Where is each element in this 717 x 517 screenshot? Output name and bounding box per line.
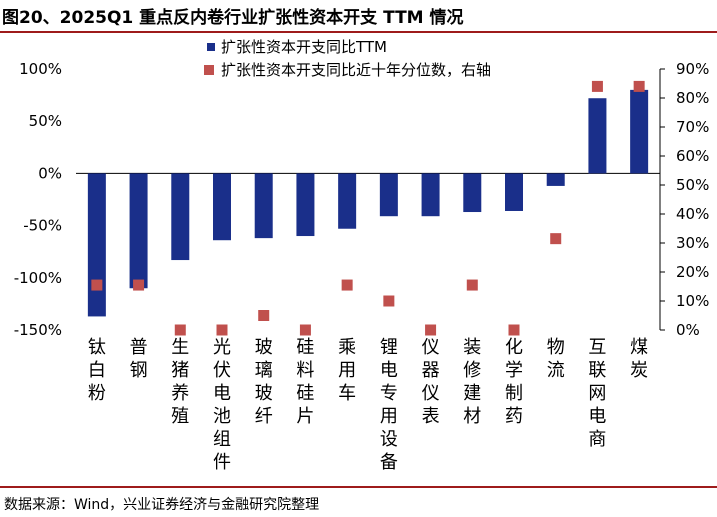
- percentile-marker: [508, 324, 520, 336]
- category-label: 玻璃玻纤: [255, 337, 273, 427]
- bar: [129, 173, 148, 289]
- bar: [421, 173, 440, 217]
- category-label: 装修建材: [463, 337, 481, 427]
- right-tick-label: 10%: [676, 292, 709, 310]
- bar: [588, 98, 607, 174]
- bar-series: [87, 89, 649, 317]
- right-tick-label: 40%: [676, 205, 709, 223]
- percentile-marker: [633, 80, 645, 92]
- percentile-marker: [133, 279, 145, 291]
- bar-chart: -150% -100% -50% 0% 50% 100% 0% 10% 20% 30% 40% 50…: [14, 38, 710, 473]
- footer-rule: [0, 486, 717, 488]
- right-tick-label: 0%: [676, 321, 700, 339]
- percentile-marker: [91, 279, 103, 291]
- left-tick-label: -100%: [14, 269, 62, 287]
- right-tick-label: 70%: [676, 118, 709, 136]
- percentile-marker: [550, 233, 562, 245]
- header-rule: [0, 31, 717, 33]
- left-tick-label: -50%: [23, 217, 62, 235]
- category-label: 硅料硅片: [296, 337, 314, 427]
- category-label: 仪器仪表: [422, 337, 440, 427]
- legend-marker-swatch: [204, 65, 214, 75]
- legend: 扩张性资本开支同比TTM 扩张性资本开支同比近十年分位数，右轴: [204, 38, 491, 79]
- percentile-marker: [299, 324, 311, 336]
- bar: [87, 173, 106, 317]
- category-label: 物流: [547, 337, 565, 381]
- right-tick-label: 60%: [676, 147, 709, 165]
- bar: [171, 173, 190, 261]
- legend-bar-swatch: [207, 43, 215, 51]
- right-tick-label: 30%: [676, 234, 709, 252]
- left-axis-ticks: -150% -100% -50% 0% 50% 100%: [14, 60, 62, 339]
- axes: [76, 69, 661, 330]
- right-tick-label: 80%: [676, 89, 709, 107]
- left-tick-label: -150%: [14, 321, 62, 339]
- chart-title: 图20、2025Q1 重点反内卷行业扩张性资本开支 TTM 情况: [2, 8, 464, 28]
- category-label: 乘用车: [338, 337, 356, 404]
- category-label: 互联网电商: [588, 337, 606, 450]
- right-axis-ticks: 0% 10% 20% 30% 40% 50% 60% 70% 80% 90%: [660, 60, 709, 339]
- percentile-marker: [591, 80, 603, 92]
- category-label: 光伏电池组件: [213, 337, 231, 473]
- category-label: 锂电专用设备: [380, 337, 398, 473]
- bar: [546, 173, 565, 186]
- right-tick-label: 50%: [676, 176, 709, 194]
- left-tick-label: 50%: [29, 112, 62, 130]
- left-tick-label: 0%: [38, 164, 62, 182]
- category-label: 生猪养殖: [171, 337, 189, 427]
- right-tick-label: 90%: [676, 60, 709, 78]
- left-tick-label: 100%: [19, 60, 62, 78]
- legend-bar-label: 扩张性资本开支同比TTM: [221, 38, 387, 56]
- category-label: 普钢: [130, 337, 148, 381]
- bar: [296, 173, 315, 237]
- category-labels: 钛白粉 普钢 生猪养殖 光伏电池组件 玻璃玻纤 硅料硅片 乘用车 锂电专用设备 仪器仪表 装修建材…: [88, 337, 648, 473]
- bar: [630, 89, 649, 174]
- percentile-marker: [425, 324, 437, 336]
- percentile-marker: [466, 279, 478, 291]
- category-label: 化学制药: [505, 337, 523, 427]
- bar: [338, 173, 357, 229]
- source-note: 数据来源：Wind，兴业证券经济与金融研究院整理: [4, 497, 320, 513]
- marker-series: [91, 80, 645, 336]
- legend-marker-label: 扩张性资本开支同比近十年分位数，右轴: [221, 61, 491, 79]
- category-label: 钛白粉: [88, 337, 106, 404]
- bar: [463, 173, 482, 213]
- percentile-marker: [258, 310, 270, 321]
- percentile-marker: [383, 295, 395, 307]
- right-tick-label: 20%: [676, 263, 709, 281]
- percentile-marker: [341, 279, 353, 291]
- bar: [379, 173, 398, 217]
- percentile-marker: [216, 324, 228, 336]
- bar: [254, 173, 273, 239]
- bar: [505, 173, 523, 211]
- category-label: 煤炭: [630, 337, 648, 381]
- percentile-marker: [174, 324, 186, 336]
- bar: [213, 173, 231, 241]
